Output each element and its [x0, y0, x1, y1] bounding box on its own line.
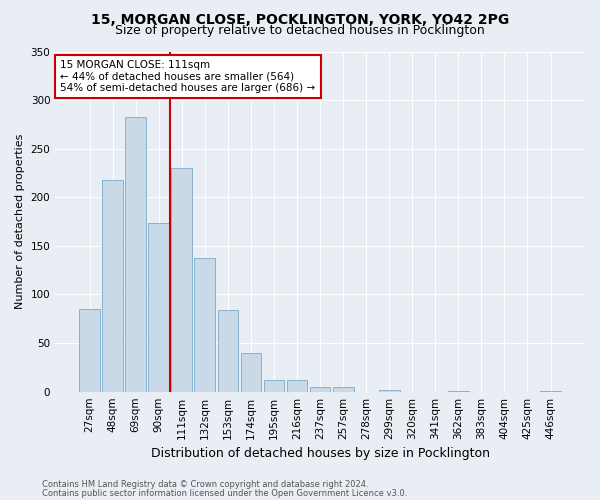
Bar — [79, 309, 100, 392]
Bar — [263, 380, 284, 392]
Text: Contains HM Land Registry data © Crown copyright and database right 2024.: Contains HM Land Registry data © Crown c… — [42, 480, 368, 489]
Y-axis label: Number of detached properties: Number of detached properties — [15, 134, 25, 310]
Bar — [172, 168, 192, 392]
Text: 15, MORGAN CLOSE, POCKLINGTON, YORK, YO42 2PG: 15, MORGAN CLOSE, POCKLINGTON, YORK, YO4… — [91, 12, 509, 26]
Bar — [218, 310, 238, 392]
X-axis label: Distribution of detached houses by size in Pocklington: Distribution of detached houses by size … — [151, 447, 490, 460]
Bar — [540, 390, 561, 392]
Bar — [241, 353, 262, 392]
Text: Size of property relative to detached houses in Pocklington: Size of property relative to detached ho… — [115, 24, 485, 37]
Bar — [125, 116, 146, 392]
Text: Contains public sector information licensed under the Open Government Licence v3: Contains public sector information licen… — [42, 488, 407, 498]
Text: 15 MORGAN CLOSE: 111sqm
← 44% of detached houses are smaller (564)
54% of semi-d: 15 MORGAN CLOSE: 111sqm ← 44% of detache… — [61, 60, 316, 93]
Bar — [310, 387, 331, 392]
Bar — [194, 258, 215, 392]
Bar — [448, 390, 469, 392]
Bar — [287, 380, 307, 392]
Bar — [333, 387, 353, 392]
Bar — [102, 180, 123, 392]
Bar — [148, 222, 169, 392]
Bar — [379, 390, 400, 392]
